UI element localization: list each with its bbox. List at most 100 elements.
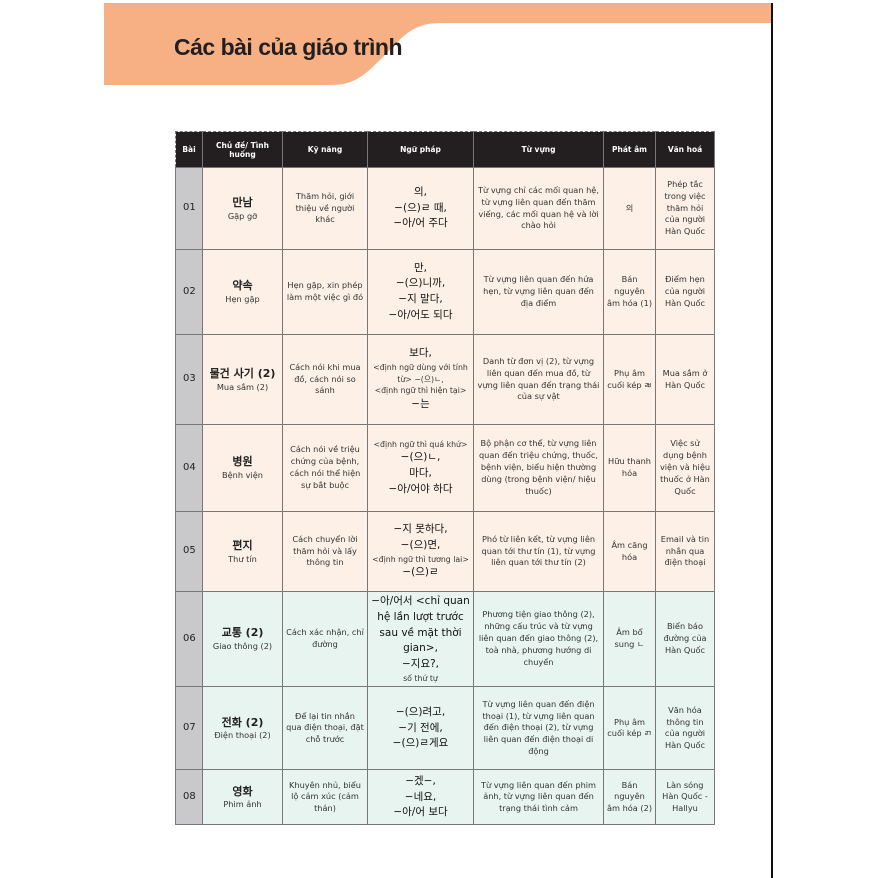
grammar-item: −기 전에, [398,721,443,734]
lesson-number: 04 [175,424,203,512]
pronunciation-cell: 의 [603,167,656,250]
pronunciation-cell: Âm căng hóa [603,511,656,592]
grammar-item: −지 말다, [398,293,443,305]
grammar-item: −아/어 보다 [393,806,448,819]
lesson-number: 05 [175,511,203,592]
topic-cell: 전화 (2) Điện thoại (2) [202,686,283,771]
topic-vietnamese: Phim ảnh [223,799,262,810]
col-header: Ngữ pháp [367,131,474,168]
pronunciation-cell: Phụ âm cuối kép ㄺ [603,686,656,771]
culture-cell: Mua sắm ở Hàn Quốc [655,334,715,425]
topic-cell: 물건 사기 (2) Mua sắm (2) [202,334,283,425]
grammar-item: −(으)ㄹ게요 [392,737,449,750]
col-header: Bài [175,131,203,168]
grammar-item: <định ngữ thì hiện tại> [374,386,467,396]
grammar-item: số thứ tự [403,673,438,683]
grammar-cell: −지 못하다, −(으)면, <định ngữ thì tương lai> −(으… [367,511,474,592]
skill-cell: Để lại tin nhắn qua điện thoại, đặt chỗ … [282,686,368,771]
grammar-item: −(으)니까, [395,277,446,290]
grammar-cell: 의, −(으)ㄹ 때, −아/어 주다 [367,167,474,250]
topic-cell: 편지 Thư tín [202,511,283,592]
culture-cell: Làn sóng Hàn Quốc - Hallyu [655,769,715,826]
grammar-item: −(으)려고, [395,705,446,718]
grammar-item: −지 못하다, [393,523,448,536]
grammar-item: −(으)ㄹ [402,566,439,579]
topic-cell: 병원 Bệnh viện [202,424,283,512]
table-row: 02 약속 Hẹn gặp Hẹn gặp, xin phép làm một v… [175,249,715,335]
lesson-number: 03 [175,334,203,425]
topic-vietnamese: Mua sắm (2) [216,381,269,392]
table-row: 08 영화 Phim ảnh Khuyên nhủ, biểu lộ cảm xú… [175,769,715,826]
header-band [104,3,771,85]
grammar-item: −아/어야 하다 [388,482,453,495]
col-header: Từ vựng [473,131,604,168]
topic-korean: 만남 [232,195,253,209]
grammar-item: −아/어 주다 [393,217,448,230]
col-header: Phát âm [603,131,656,168]
page-edge [771,3,773,878]
grammar-cell: −아/어서 <chỉ quan hệ lần lượt trước sau về… [367,590,474,688]
grammar-cell: <định ngữ thì quá khứ> −(으)ㄴ, 마다, −아/어야 하다 [367,424,474,512]
vocab-cell: Bộ phận cơ thể, từ vựng liên quan đến tr… [473,424,604,512]
grammar-cell: 보다, <định ngữ dùng với tính từ> −(으)ㄴ, <đị… [367,334,474,425]
vocab-cell: Từ vựng liên quan đến điện thoại (1), từ… [473,686,604,771]
topic-cell: 약속 Hẹn gặp [202,249,283,335]
grammar-item: <định ngữ thì quá khứ> [373,439,468,449]
grammar-item: 만, [414,261,427,274]
grammar-item: −(으)ㄹ 때, [394,201,447,214]
grammar-item: −아/어서 <chỉ quan hệ lần lượt trước sau về… [371,595,470,655]
pronunciation-cell: Phụ âm cuối kép ㄼ [603,334,656,425]
skill-cell: Khuyên nhủ, biểu lộ cảm xúc (cảm thán) [282,769,368,826]
vocab-cell: Phương tiện giao thông (2), những cấu tr… [473,590,604,688]
pronunciation-cell: Bán nguyên âm hóa (2) [603,769,656,826]
topic-korean: 영화 [232,784,253,798]
lesson-number: 08 [175,769,203,826]
topic-vietnamese: Giao thông (2) [212,641,273,652]
culture-cell: Email và tin nhắn qua điện thoại [655,511,715,592]
topic-korean: 전화 (2) [221,715,264,729]
col-header: Chủ đề/ Tình huống [202,131,283,168]
skill-cell: Cách nói khi mua đồ, cách nói so sánh [282,334,368,425]
table-row: 03 물건 사기 (2) Mua sắm (2) Cách nói khi mua… [175,334,715,425]
grammar-item: −(으)면, [400,538,441,551]
grammar-item: −지요?, [401,658,440,670]
skill-cell: Cách xác nhận, chỉ đường [282,590,368,688]
vocab-cell: Từ vựng liên quan đến phim ảnh, từ vựng … [473,769,604,826]
topic-cell: 만남 Gặp gỡ [202,167,283,250]
culture-cell: Biển báo đường của Hàn Quốc [655,590,715,688]
topic-vietnamese: Điện thoại (2) [214,730,271,741]
grammar-item: −겠−, [405,774,436,787]
topic-vietnamese: Bệnh viện [222,470,263,481]
pronunciation-cell: Hữu thanh hóa [603,424,656,512]
lesson-table: Bài Chủ đề/ Tình huống Kỹ năng Ngữ pháp … [175,131,715,826]
grammar-item: 보다, [409,347,432,360]
grammar-item: 의, [414,185,427,198]
table-row: 04 병원 Bệnh viện Cách nói về triệu chứng c… [175,424,715,512]
culture-cell: Điểm hẹn của người Hàn Quốc [655,249,715,335]
grammar-item: −는 [411,398,430,411]
col-header: Kỹ năng [282,131,368,168]
grammar-item: 마다, [409,466,432,479]
table-row: 05 편지 Thư tín Cách chuyển lời thăm hỏi và… [175,511,715,592]
lesson-number: 07 [175,686,203,771]
topic-korean: 약속 [232,279,253,293]
topic-vietnamese: Hẹn gặp [225,294,260,305]
culture-cell: Văn hóa thông tin của người Hàn Quốc [655,686,715,771]
vocab-cell: Từ vựng liên quan đến hứa hẹn, từ vựng l… [473,249,604,335]
topic-korean: 물건 사기 (2) [209,366,276,380]
table-row: 07 전화 (2) Điện thoại (2) Để lại tin nhắn … [175,686,715,771]
topic-cell: 영화 Phim ảnh [202,769,283,826]
table-row: 01 만남 Gặp gỡ Thăm hỏi, giới thiệu về ngườ… [175,167,715,250]
page-title: Các bài của giáo trình [174,34,403,60]
grammar-cell: 만, −(으)니까, −지 말다, −아/어도 되다 [367,249,474,335]
vocab-cell: Danh từ đơn vị (2), từ vựng liên quan đế… [473,334,604,425]
lesson-number: 06 [175,590,203,688]
grammar-cell: −겠−, −네요, −아/어 보다 [367,769,474,826]
topic-cell: 교통 (2) Giao thông (2) [202,590,283,688]
col-header: Văn hoá [655,131,715,168]
grammar-item: −아/어도 되다 [388,308,453,321]
skill-cell: Cách nói về triệu chứng của bệnh, cách n… [282,424,368,512]
grammar-item: −(으)ㄴ, [400,451,441,464]
culture-cell: Phép tắc trong việc thăm hỏi của người H… [655,167,715,250]
pronunciation-cell: Âm bổ sung ㄴ [603,590,656,688]
